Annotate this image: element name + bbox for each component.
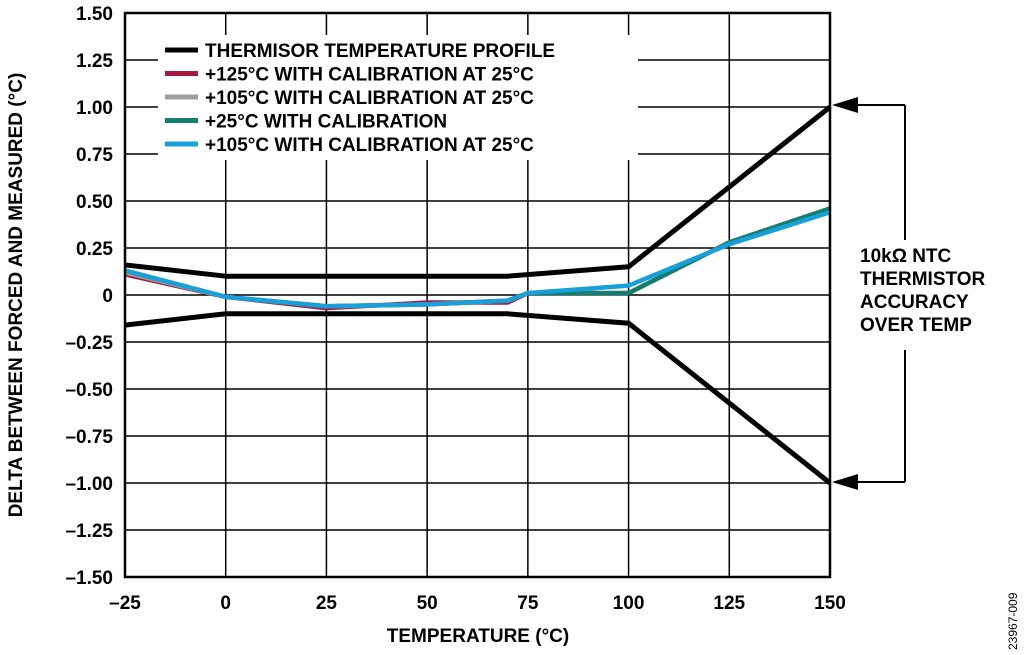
y-tick-label: –1.50 xyxy=(65,568,113,589)
x-axis-label: TEMPERATURE (°C) xyxy=(387,626,569,647)
x-tick-label: –25 xyxy=(109,593,141,614)
x-tick-label: 75 xyxy=(517,593,539,614)
y-tick-label: –0.75 xyxy=(65,427,113,448)
y-tick-label: 1.00 xyxy=(76,98,113,119)
accuracy-annotation: 10kΩ NTC THERMISTOR ACCURACY OVER TEMP xyxy=(832,97,1010,490)
legend-label: +125°C WITH CALIBRATION AT 25°C xyxy=(205,65,534,86)
y-tick-label: 1.25 xyxy=(76,51,113,72)
series-line xyxy=(124,105,832,279)
annotation-line: 10kΩ NTC xyxy=(860,246,952,267)
y-tick-label: 0.25 xyxy=(76,239,113,260)
series-line xyxy=(124,206,831,311)
figure-id: 23967-009 xyxy=(1006,592,1020,650)
x-tick-label: 25 xyxy=(316,593,338,614)
annotation-line: THERMISTOR xyxy=(860,269,986,290)
x-tick-label: 100 xyxy=(613,593,645,614)
y-tick-label: –1.25 xyxy=(65,521,113,542)
series-line-lower xyxy=(124,311,832,485)
legend-label: +25°C WITH CALIBRATION xyxy=(205,112,447,133)
x-tick-label: 50 xyxy=(417,593,438,614)
arrow-up-icon xyxy=(832,97,858,113)
legend-label: +105°C WITH CALIBRATION AT 25°C xyxy=(205,135,534,156)
legend-label: +105°C WITH CALIBRATION AT 25°C xyxy=(205,88,534,109)
y-tick-label: 0.50 xyxy=(76,192,113,213)
series-line xyxy=(124,206,831,309)
y-axis-label: DELTA BETWEEN FORCED AND MEASURED (°C) xyxy=(6,73,27,518)
x-tick-label: 0 xyxy=(220,593,231,614)
x-tick-label: 125 xyxy=(713,593,745,614)
y-tick-label: –1.00 xyxy=(65,474,113,495)
annotation-line: OVER TEMP xyxy=(860,315,972,336)
y-tick-label: –0.25 xyxy=(65,333,113,354)
series-line xyxy=(124,206,831,309)
x-tick-label: 150 xyxy=(814,593,846,614)
y-tick-label: 1.50 xyxy=(76,4,113,25)
y-tick-label: 0 xyxy=(102,286,113,307)
y-tick-label: –0.50 xyxy=(65,380,113,401)
legend-label: THERMISOR TEMPERATURE PROFILE xyxy=(205,41,555,62)
plot-frame xyxy=(123,11,832,579)
series-line xyxy=(124,210,831,309)
annotation-line: ACCURACY xyxy=(860,292,969,313)
arrow-down-icon xyxy=(832,474,858,490)
y-tick-label: 0.75 xyxy=(76,145,113,166)
